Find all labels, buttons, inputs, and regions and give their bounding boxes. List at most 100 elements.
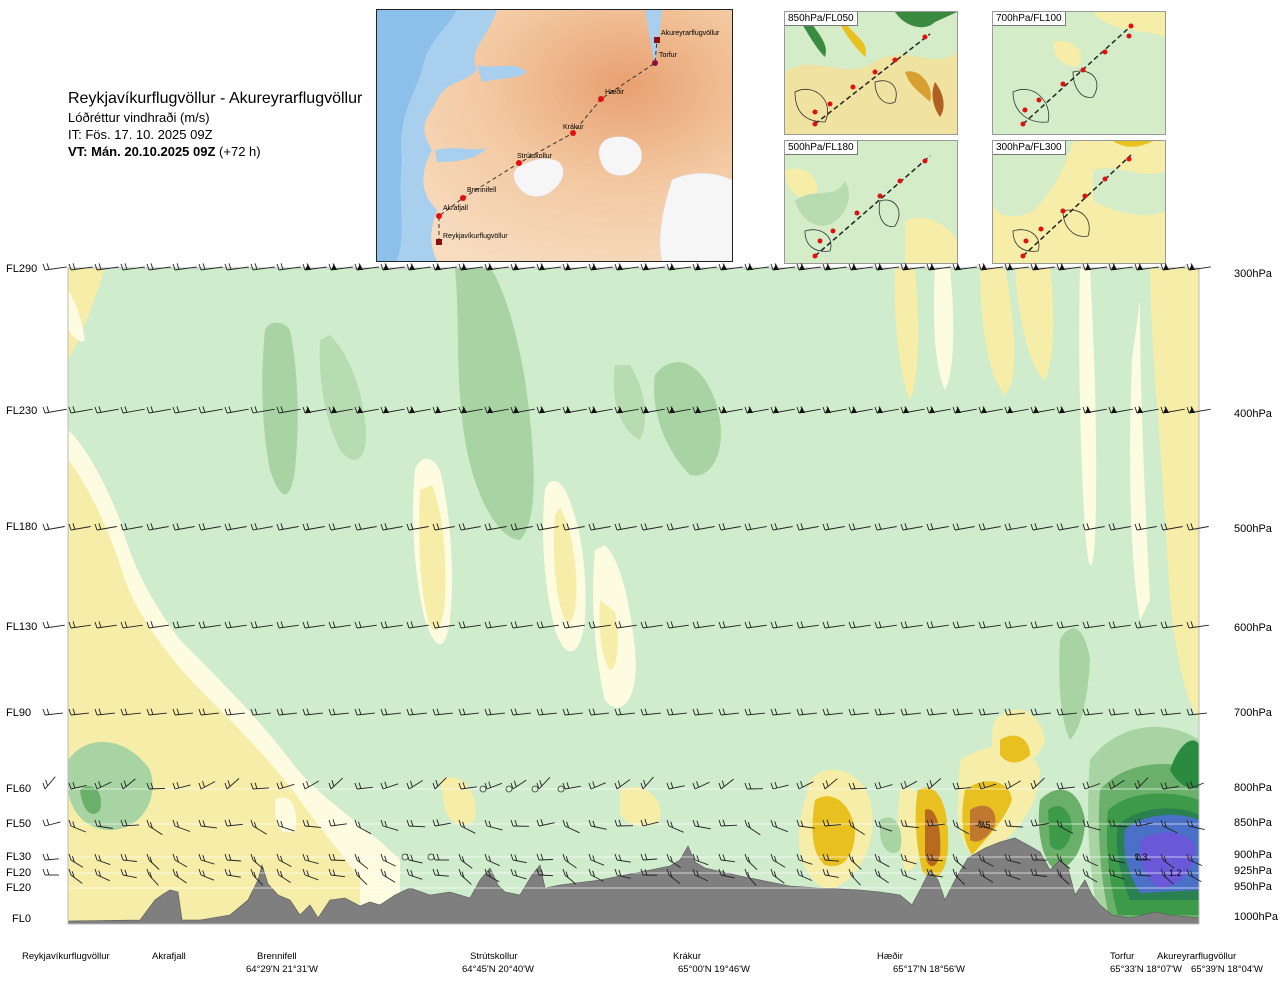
wind-barb: [538, 874, 554, 877]
wind-barb-tick: [254, 621, 258, 628]
wind-barb-tick: [904, 780, 907, 788]
wind-barb-tick: [228, 523, 232, 530]
wind-barb: [746, 624, 767, 629]
wind-barb-tick: [692, 621, 696, 629]
wind-barb: [694, 859, 709, 866]
wind-barb: [824, 712, 843, 716]
wind-barb: [616, 712, 635, 716]
wind-barb-tick: [588, 523, 592, 531]
wind-barb-tick: [120, 853, 124, 861]
wind-barb-tick: [354, 708, 358, 716]
wind-barb-tick: [380, 819, 384, 827]
wind-barb-pennant: [409, 407, 415, 413]
wind-barb-tick: [770, 406, 774, 414]
wind-barb-pennant: [1163, 264, 1169, 270]
wind-barb-tick: [224, 406, 228, 414]
wind-barb: [564, 712, 583, 716]
wind-barb-tick: [692, 819, 696, 827]
wind-barb-tick: [1160, 708, 1164, 716]
wind-barb: [772, 624, 793, 629]
wind-barb-tick: [94, 868, 98, 876]
wind-barb-tick: [562, 621, 566, 629]
wind-barb-tick: [1108, 868, 1112, 876]
wind-barb: [720, 778, 734, 790]
wind-barb-tick: [1190, 870, 1193, 878]
wind-barb-tick: [692, 868, 696, 876]
wind-barb: [512, 874, 527, 880]
wind-barb-tick: [488, 781, 492, 788]
wind-barb-tick: [770, 868, 774, 876]
wind-barb: [44, 624, 65, 629]
wind-barb-tick: [172, 708, 176, 716]
wind-barb-tick: [1056, 853, 1060, 861]
wind-barb-tick: [744, 868, 748, 876]
wind-barb: [122, 859, 137, 862]
wind-barb-pennant: [695, 407, 701, 413]
wind-barb-tick: [458, 853, 462, 861]
wind-barb-tick: [774, 621, 778, 628]
wind-barb-pennant: [617, 407, 623, 413]
wind-barb-tick: [614, 819, 618, 827]
wind-barb-tick: [224, 708, 228, 716]
wind-barb-tick: [120, 782, 124, 790]
hpa-label-925: 925hPa: [1234, 865, 1272, 877]
wind-barb-tick: [952, 782, 956, 790]
wind-barb: [798, 781, 814, 790]
wind-barb: [1110, 624, 1131, 629]
wind-barb-tick: [592, 621, 596, 628]
wind-barb-tick: [42, 406, 46, 414]
wind-barb-tick: [435, 780, 439, 787]
wind-barb-tick: [46, 818, 50, 826]
wind-barb: [694, 712, 713, 716]
wind-barb-tick: [900, 621, 904, 629]
wind-barb-tick: [150, 406, 154, 413]
wind-barb-tick: [176, 621, 180, 628]
wind-barb-tick: [666, 819, 670, 827]
wind-barb-tick: [149, 822, 153, 829]
wind-barb: [772, 859, 786, 868]
wind-barb-tick: [94, 523, 98, 531]
wind-barb: [1032, 624, 1053, 629]
wind-barb-tick: [696, 523, 700, 530]
axis-krakur: Krákur: [673, 951, 701, 962]
wind-barb: [772, 874, 785, 884]
wind-barb-tick: [848, 819, 852, 827]
wind-barb-tick: [930, 523, 934, 530]
wind-barb: [876, 784, 893, 790]
wind-barb: [122, 778, 136, 790]
wind-barb: [200, 624, 221, 629]
wind-barb-pennant: [1137, 264, 1143, 270]
wind-barb-tick: [874, 853, 878, 861]
axis-strutskollur-coord: 64°45'N 20°40'W: [462, 964, 534, 975]
wind-barb-tick: [202, 870, 206, 877]
wind-barb-tick: [1190, 621, 1194, 628]
fl-label-230: FL230: [6, 405, 38, 417]
wind-barb: [798, 712, 817, 716]
wind-barb-tick: [978, 782, 982, 790]
wind-barb-tick: [1112, 819, 1116, 827]
wind-barb: [1058, 526, 1079, 531]
wind-barb-tick: [566, 523, 570, 530]
wind-barb-tick: [822, 782, 826, 790]
wind-barb-tick: [254, 406, 258, 413]
wind-barb-tick: [1134, 621, 1138, 629]
wind-barb-tick: [332, 708, 336, 715]
wind-barb: [564, 859, 577, 869]
wind-barb-tick: [748, 523, 752, 530]
wind-barb: [1136, 526, 1157, 531]
wind-barb-tick: [1030, 708, 1034, 716]
wind-barb-pennant: [331, 264, 337, 270]
hpa-label-500: 500hPa: [1234, 523, 1272, 535]
wind-barb-tick: [643, 779, 647, 787]
wind-barb: [538, 859, 554, 861]
wind-barb-pennant: [1059, 407, 1065, 413]
wind-barb: [486, 782, 503, 790]
wind-barb: [980, 874, 994, 883]
wind-barb-tick: [644, 818, 648, 826]
wind-barb-tick: [877, 871, 881, 878]
wind-barb: [44, 821, 61, 827]
wind-barb-tick: [1138, 621, 1142, 628]
wind-barb-tick: [1108, 621, 1112, 629]
wind-barb: [148, 526, 169, 531]
wind-barb: [1006, 780, 1021, 790]
